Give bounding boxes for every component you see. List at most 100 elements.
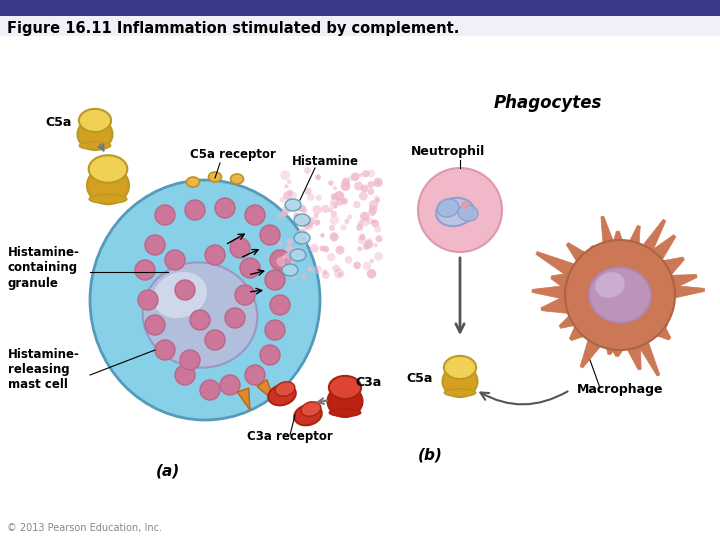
Ellipse shape — [186, 177, 199, 187]
Ellipse shape — [294, 214, 310, 226]
Circle shape — [286, 245, 293, 252]
Polygon shape — [654, 313, 670, 332]
Circle shape — [368, 188, 374, 195]
Polygon shape — [608, 342, 628, 356]
Ellipse shape — [294, 232, 310, 244]
Polygon shape — [650, 320, 671, 340]
Polygon shape — [667, 285, 705, 299]
Circle shape — [418, 168, 502, 252]
Circle shape — [282, 264, 287, 269]
Circle shape — [245, 365, 265, 385]
Circle shape — [310, 244, 319, 253]
Text: Histamine-
releasing
mast cell: Histamine- releasing mast cell — [8, 348, 80, 392]
Ellipse shape — [285, 199, 301, 211]
Ellipse shape — [301, 402, 321, 416]
Circle shape — [294, 248, 301, 255]
Polygon shape — [626, 239, 639, 251]
Circle shape — [299, 205, 306, 212]
Polygon shape — [612, 231, 624, 247]
Circle shape — [280, 170, 290, 180]
Circle shape — [353, 201, 361, 208]
Circle shape — [282, 209, 289, 217]
Circle shape — [345, 256, 352, 264]
Polygon shape — [575, 251, 591, 267]
Polygon shape — [238, 388, 250, 410]
Circle shape — [314, 219, 320, 226]
Circle shape — [359, 192, 368, 200]
Circle shape — [282, 205, 292, 214]
Polygon shape — [590, 246, 601, 257]
Circle shape — [367, 181, 374, 188]
Ellipse shape — [328, 386, 362, 417]
Circle shape — [305, 222, 312, 231]
Circle shape — [287, 238, 293, 244]
Circle shape — [297, 215, 306, 225]
Circle shape — [362, 170, 369, 177]
Polygon shape — [603, 238, 616, 249]
Polygon shape — [624, 339, 640, 352]
Ellipse shape — [79, 142, 111, 150]
Circle shape — [205, 330, 225, 350]
Circle shape — [313, 213, 319, 219]
Polygon shape — [665, 274, 697, 292]
Circle shape — [330, 197, 339, 205]
Text: (b): (b) — [418, 448, 442, 463]
Polygon shape — [561, 285, 572, 301]
Ellipse shape — [444, 389, 476, 396]
FancyBboxPatch shape — [0, 0, 720, 16]
Circle shape — [260, 225, 280, 245]
Circle shape — [292, 246, 300, 255]
Circle shape — [374, 178, 383, 187]
Circle shape — [282, 268, 288, 274]
Polygon shape — [532, 285, 572, 301]
Circle shape — [374, 243, 378, 247]
Polygon shape — [541, 293, 575, 314]
Polygon shape — [647, 235, 676, 266]
Circle shape — [145, 235, 165, 255]
Circle shape — [340, 224, 347, 231]
Circle shape — [277, 213, 284, 220]
Ellipse shape — [87, 167, 129, 204]
Circle shape — [215, 198, 235, 218]
Polygon shape — [647, 248, 664, 266]
Circle shape — [374, 252, 383, 261]
Polygon shape — [608, 342, 628, 351]
Circle shape — [265, 270, 285, 290]
Circle shape — [342, 178, 350, 186]
Polygon shape — [657, 260, 673, 280]
Circle shape — [360, 218, 369, 226]
Circle shape — [290, 272, 297, 279]
Circle shape — [358, 220, 364, 226]
Circle shape — [333, 265, 340, 272]
Ellipse shape — [275, 382, 294, 396]
Circle shape — [333, 186, 337, 190]
Circle shape — [374, 226, 382, 233]
Polygon shape — [639, 219, 666, 257]
Polygon shape — [564, 263, 581, 281]
Ellipse shape — [282, 264, 298, 276]
Polygon shape — [639, 242, 654, 257]
Circle shape — [315, 174, 321, 180]
Text: C3a: C3a — [355, 375, 382, 388]
Circle shape — [358, 236, 366, 244]
Circle shape — [313, 265, 322, 274]
Polygon shape — [665, 275, 678, 292]
Polygon shape — [257, 380, 275, 402]
Circle shape — [366, 269, 377, 279]
Circle shape — [180, 350, 200, 370]
Circle shape — [175, 280, 195, 300]
Circle shape — [372, 220, 376, 224]
Circle shape — [307, 193, 315, 201]
Circle shape — [284, 253, 291, 259]
Ellipse shape — [89, 156, 127, 183]
Circle shape — [289, 191, 297, 199]
Circle shape — [282, 255, 286, 259]
Circle shape — [369, 208, 377, 216]
Circle shape — [366, 218, 373, 224]
Circle shape — [376, 235, 382, 242]
Circle shape — [138, 290, 158, 310]
Circle shape — [364, 240, 373, 248]
Circle shape — [354, 261, 361, 269]
Circle shape — [336, 246, 344, 254]
Circle shape — [135, 260, 155, 280]
